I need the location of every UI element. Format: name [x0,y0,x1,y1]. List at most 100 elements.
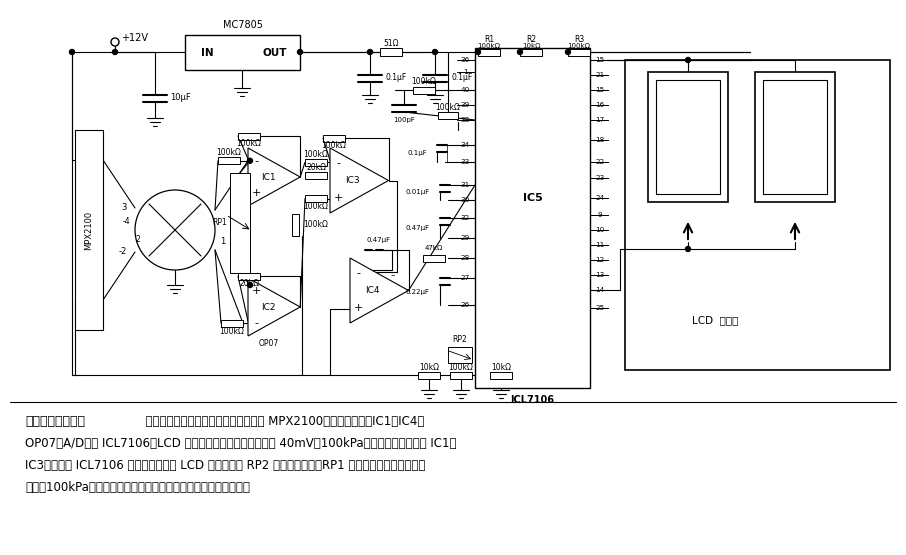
Text: IC4: IC4 [365,286,380,295]
Text: 10kΩ: 10kΩ [491,362,511,371]
Text: 40: 40 [460,87,469,93]
Text: IC5: IC5 [523,193,543,203]
Bar [448,347,472,363]
Text: 21: 21 [595,72,604,78]
Text: 10: 10 [595,227,604,233]
Text: 36: 36 [460,57,469,63]
Text: +: + [333,193,342,203]
Bar [478,48,500,56]
Text: 29: 29 [460,235,469,241]
Text: +: + [353,303,362,313]
Bar [218,157,240,164]
Text: 13: 13 [595,272,604,278]
Text: 量程（100kPa）。此电路可用于机械性能试验、仪器仪表等行业。: 量程（100kPa）。此电路可用于机械性能试验、仪器仪表等行业。 [25,481,250,494]
Bar [230,173,250,273]
Text: 0.47μF: 0.47μF [406,225,430,231]
Circle shape [70,49,74,54]
Text: 100kΩ: 100kΩ [567,43,591,49]
Text: 0.1μF: 0.1μF [386,73,408,83]
Circle shape [565,49,571,54]
Bar [413,87,435,93]
Text: 100kΩ: 100kΩ [236,139,262,149]
Circle shape [476,49,480,54]
Bar [423,255,445,261]
Text: 1: 1 [463,69,467,75]
Text: R1: R1 [484,34,494,43]
Text: 12: 12 [595,257,604,263]
Circle shape [517,49,523,54]
Bar [185,35,300,70]
Text: IC3放大后送 ICL7106 变换成数字量由 LCD 显示。图中 RP2 是调零电位器，RP1 调节放大器增益、校准满: IC3放大后送 ICL7106 变换成数字量由 LCD 显示。图中 RP2 是调… [25,459,426,472]
Bar [568,48,590,56]
Text: 100kΩ: 100kΩ [217,148,241,157]
Text: 28: 28 [460,255,469,261]
Text: -: - [390,269,394,282]
Text: 16: 16 [595,102,604,108]
Polygon shape [330,148,389,213]
Bar [490,371,512,379]
Text: IN: IN [201,48,213,58]
Bar [763,80,827,194]
Text: 38: 38 [460,117,469,123]
Text: 0.47μF: 0.47μF [367,237,391,243]
Text: 100kΩ: 100kΩ [304,150,329,159]
Polygon shape [248,148,300,206]
Text: 3: 3 [121,204,127,213]
Text: 0.01μF: 0.01μF [406,189,430,195]
Text: 17: 17 [595,117,604,123]
Text: MC7805: MC7805 [223,20,263,30]
Text: ICL7106: ICL7106 [510,395,554,405]
Bar [475,48,590,388]
Bar [305,159,327,166]
Text: +: + [251,188,261,198]
Bar [221,320,243,327]
Text: 47kΩ: 47kΩ [425,245,443,251]
Bar [305,172,327,179]
Circle shape [686,246,690,251]
Text: 11: 11 [595,242,604,248]
Text: 电路由带温度补偿的压阵式压力传感器 MPX2100、仪器放大器（IC1～IC4）: 电路由带温度补偿的压阵式压力传感器 MPX2100、仪器放大器（IC1～IC4） [138,415,424,428]
Text: RP1: RP1 [212,218,227,228]
Text: 2: 2 [135,235,140,245]
Text: 100kΩ: 100kΩ [304,202,329,211]
Text: 0.22μF: 0.22μF [406,289,430,295]
Text: 15: 15 [595,87,604,93]
Bar [323,134,345,142]
Text: RP2: RP2 [453,335,467,344]
Circle shape [432,49,438,54]
Text: 23: 23 [595,175,604,181]
Bar [520,48,542,56]
Text: 26: 26 [460,302,469,308]
Text: 100kΩ: 100kΩ [448,362,474,371]
Text: LCD  显示器: LCD 显示器 [692,315,738,325]
Text: 10kΩ: 10kΩ [522,43,540,49]
Text: 31: 31 [460,182,469,188]
Bar [648,72,728,202]
Bar [380,48,402,56]
Text: MPX2100: MPX2100 [84,210,93,250]
Text: 39: 39 [460,102,469,108]
Text: 18: 18 [595,137,604,143]
Bar [238,133,260,139]
Text: 25: 25 [595,305,604,311]
Bar [438,112,458,119]
Polygon shape [248,278,300,336]
Text: IC1: IC1 [261,173,275,181]
Text: 100kΩ: 100kΩ [411,78,437,87]
Bar [238,273,260,280]
Circle shape [686,58,690,63]
Text: 32: 32 [460,215,469,221]
Text: +: + [251,286,261,296]
Text: OP07: OP07 [258,339,278,347]
Text: 22: 22 [595,159,604,165]
Text: 51Ω: 51Ω [383,39,399,48]
Bar [625,60,890,370]
Circle shape [247,282,253,287]
Text: 10μF: 10μF [170,93,191,103]
Text: 100kΩ: 100kΩ [322,142,346,150]
Circle shape [247,158,253,163]
Circle shape [112,49,118,54]
Text: -: - [336,158,340,168]
Text: 30: 30 [460,197,469,203]
Text: 33: 33 [460,159,469,165]
